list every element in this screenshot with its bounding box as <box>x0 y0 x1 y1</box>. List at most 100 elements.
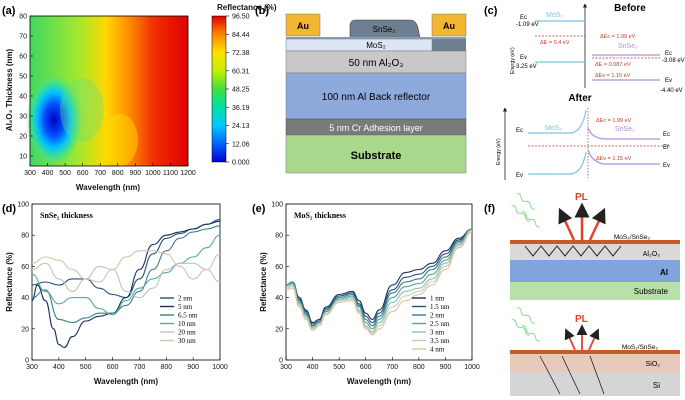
snse2-flake <box>349 19 421 39</box>
ec-label-mos2: Ec <box>520 15 527 21</box>
ec-label-after-left: Ec <box>516 128 523 134</box>
y-tick-label: 100 <box>271 202 283 209</box>
heatmap-x-tick-label: 900 <box>129 170 141 177</box>
colorbar-tick-label: 48.25 <box>232 87 250 94</box>
y-tick-label: 20 <box>275 326 283 333</box>
plot-d-xlabel: Wavelength (nm) <box>94 377 158 386</box>
heatmap-panel-a <box>26 15 189 167</box>
plot-e-legend: 1 nm1.5 nm2 nm2.5 nm3 nm3.5 nm4 nm <box>412 295 450 354</box>
legend-label: 30 nm <box>178 337 196 345</box>
legend-label: 2.5 nm <box>430 320 450 328</box>
hetero-label-top: MoS₂/SnSe₂ <box>614 234 651 241</box>
colorbar-tick-label: 72.38 <box>232 50 250 57</box>
y-tick-label: 100 <box>17 202 29 209</box>
panel-label-c: (c) <box>484 5 498 17</box>
snse2-cb-after <box>587 127 660 140</box>
heatmap-x-tick-label: 700 <box>94 170 106 177</box>
pl-emission-bottom <box>564 324 600 351</box>
x-tick-label: 900 <box>187 364 199 371</box>
heatmap-frame <box>29 15 189 167</box>
contact-film <box>286 37 466 39</box>
legend-label: 1 nm <box>430 295 445 303</box>
hetero-label-bottom: MoS₂/SnSe₂ <box>622 344 659 351</box>
series-line-30-nm <box>31 250 221 283</box>
series-line-1p5-nm <box>285 228 473 325</box>
snse2-extension <box>432 39 466 51</box>
mos2-layer <box>285 38 433 52</box>
heterostructure-bottom <box>510 350 680 354</box>
y-tick-label: 60 <box>275 264 283 271</box>
x-tick-label: 700 <box>134 364 146 371</box>
colorbar-tick-label: 0.000 <box>232 160 250 167</box>
colorbar-tick-label: 24.13 <box>232 123 250 130</box>
substrate-top <box>510 282 680 300</box>
heterostructure-top <box>510 240 680 244</box>
series-line-5-nm <box>31 220 221 349</box>
colorbar <box>211 15 227 163</box>
al-label-top: Al <box>660 268 668 277</box>
series-line-2-nm <box>31 219 221 299</box>
legend-label: 3 nm <box>430 329 445 337</box>
x-tick-label: 300 <box>26 364 38 371</box>
snse2-vb-after <box>587 149 660 165</box>
legend-label: 5 nm <box>178 303 193 311</box>
pl-schematic-top: PL MoS₂/SnSe₂ Al₂O₃ Al Substrate <box>510 192 680 300</box>
plot-d-title: SnSe₂ thickness <box>40 211 93 220</box>
heatmap-y-tick-label: 80 <box>19 14 27 21</box>
energy-axis-before: Energy (eV) <box>510 47 516 74</box>
plot-e-axes: 300 400 500 600 700 800 900 1000 0 20 40 60 80 100 <box>271 202 480 372</box>
al-reflector-label: 100 nm Al Back reflector <box>322 92 431 103</box>
sio2-bottom <box>510 354 680 372</box>
heatmap-y-ticks: 10 20 30 40 50 60 70 80 <box>19 14 33 161</box>
x-tick-label: 500 <box>333 364 345 371</box>
ev-value-mos2: -3.25 eV <box>514 64 537 70</box>
ec-label-after-right: Ec <box>663 132 670 138</box>
heatmap-mid-region <box>60 78 104 142</box>
colorbar-tick-label: 60.31 <box>232 68 250 75</box>
delta-e-label: ΔE = 0.4 eV <box>540 40 570 46</box>
plot-d-series <box>31 219 221 349</box>
mos2-cb-after <box>528 109 587 134</box>
legend-label: 1.5 nm <box>430 303 450 311</box>
cr-label: 5 nm Cr Adhesion layer <box>329 123 423 133</box>
delta-ec-after: ΔEc = 1.99 eV <box>596 118 632 124</box>
heatmap-y-tick-label: 50 <box>19 74 27 81</box>
panel-label-a: (a) <box>2 5 16 17</box>
y-tick-label: 0 <box>279 358 283 365</box>
heatmap-y-tick-label: 10 <box>19 154 27 161</box>
legend-label: 10 nm <box>178 320 196 328</box>
snse2-band-label: SnSe₂ <box>618 43 638 50</box>
pl-label-top: PL <box>575 192 588 203</box>
au-contact-left <box>285 13 321 37</box>
y-tick-label: 40 <box>275 295 283 302</box>
x-tick-label: 800 <box>160 364 172 371</box>
au-contact-right <box>431 13 467 37</box>
x-tick-label: 600 <box>360 364 372 371</box>
heatmap-ylabel: Al₂O₃ Thickness (nm) <box>5 48 14 131</box>
y-tick-label: 40 <box>21 295 29 302</box>
panel-label-f: (f) <box>484 203 495 215</box>
pl-schematic-bottom: PL MoS₂/SnSe₂ SiO₂ Si <box>510 307 680 396</box>
al2o3-label-top: Al₂O₃ <box>643 251 660 258</box>
pl-emission-top <box>558 202 606 241</box>
reflection-rays-top <box>524 245 622 257</box>
x-tick-label: 1000 <box>464 364 480 371</box>
heatmap-x-tick-label: 1200 <box>180 170 196 177</box>
ev-label-after-left: Ev <box>516 173 523 179</box>
mos2-after-label: MoS₂ <box>545 125 562 132</box>
y-tick-label: 60 <box>21 264 29 271</box>
al-top <box>510 260 680 282</box>
snse2-after-label: SnSe₂ <box>615 126 635 133</box>
delta-ev-before: ΔEv = 1.15 eV <box>595 73 631 79</box>
al-reflector-layer <box>285 72 467 120</box>
heatmap-x-tick-label: 600 <box>77 170 89 177</box>
ec-value-snse2: -3.08 eV <box>662 58 685 64</box>
colorbar-tick-label: 84.44 <box>232 32 250 39</box>
ev-value-snse2: -4.40 eV <box>660 88 683 94</box>
series-line-20-nm <box>31 262 221 299</box>
colorbar-tick-label: 96.50 <box>232 14 250 21</box>
series-line-1-nm <box>285 228 473 324</box>
sio2-label-bottom: SiO₂ <box>646 361 661 368</box>
